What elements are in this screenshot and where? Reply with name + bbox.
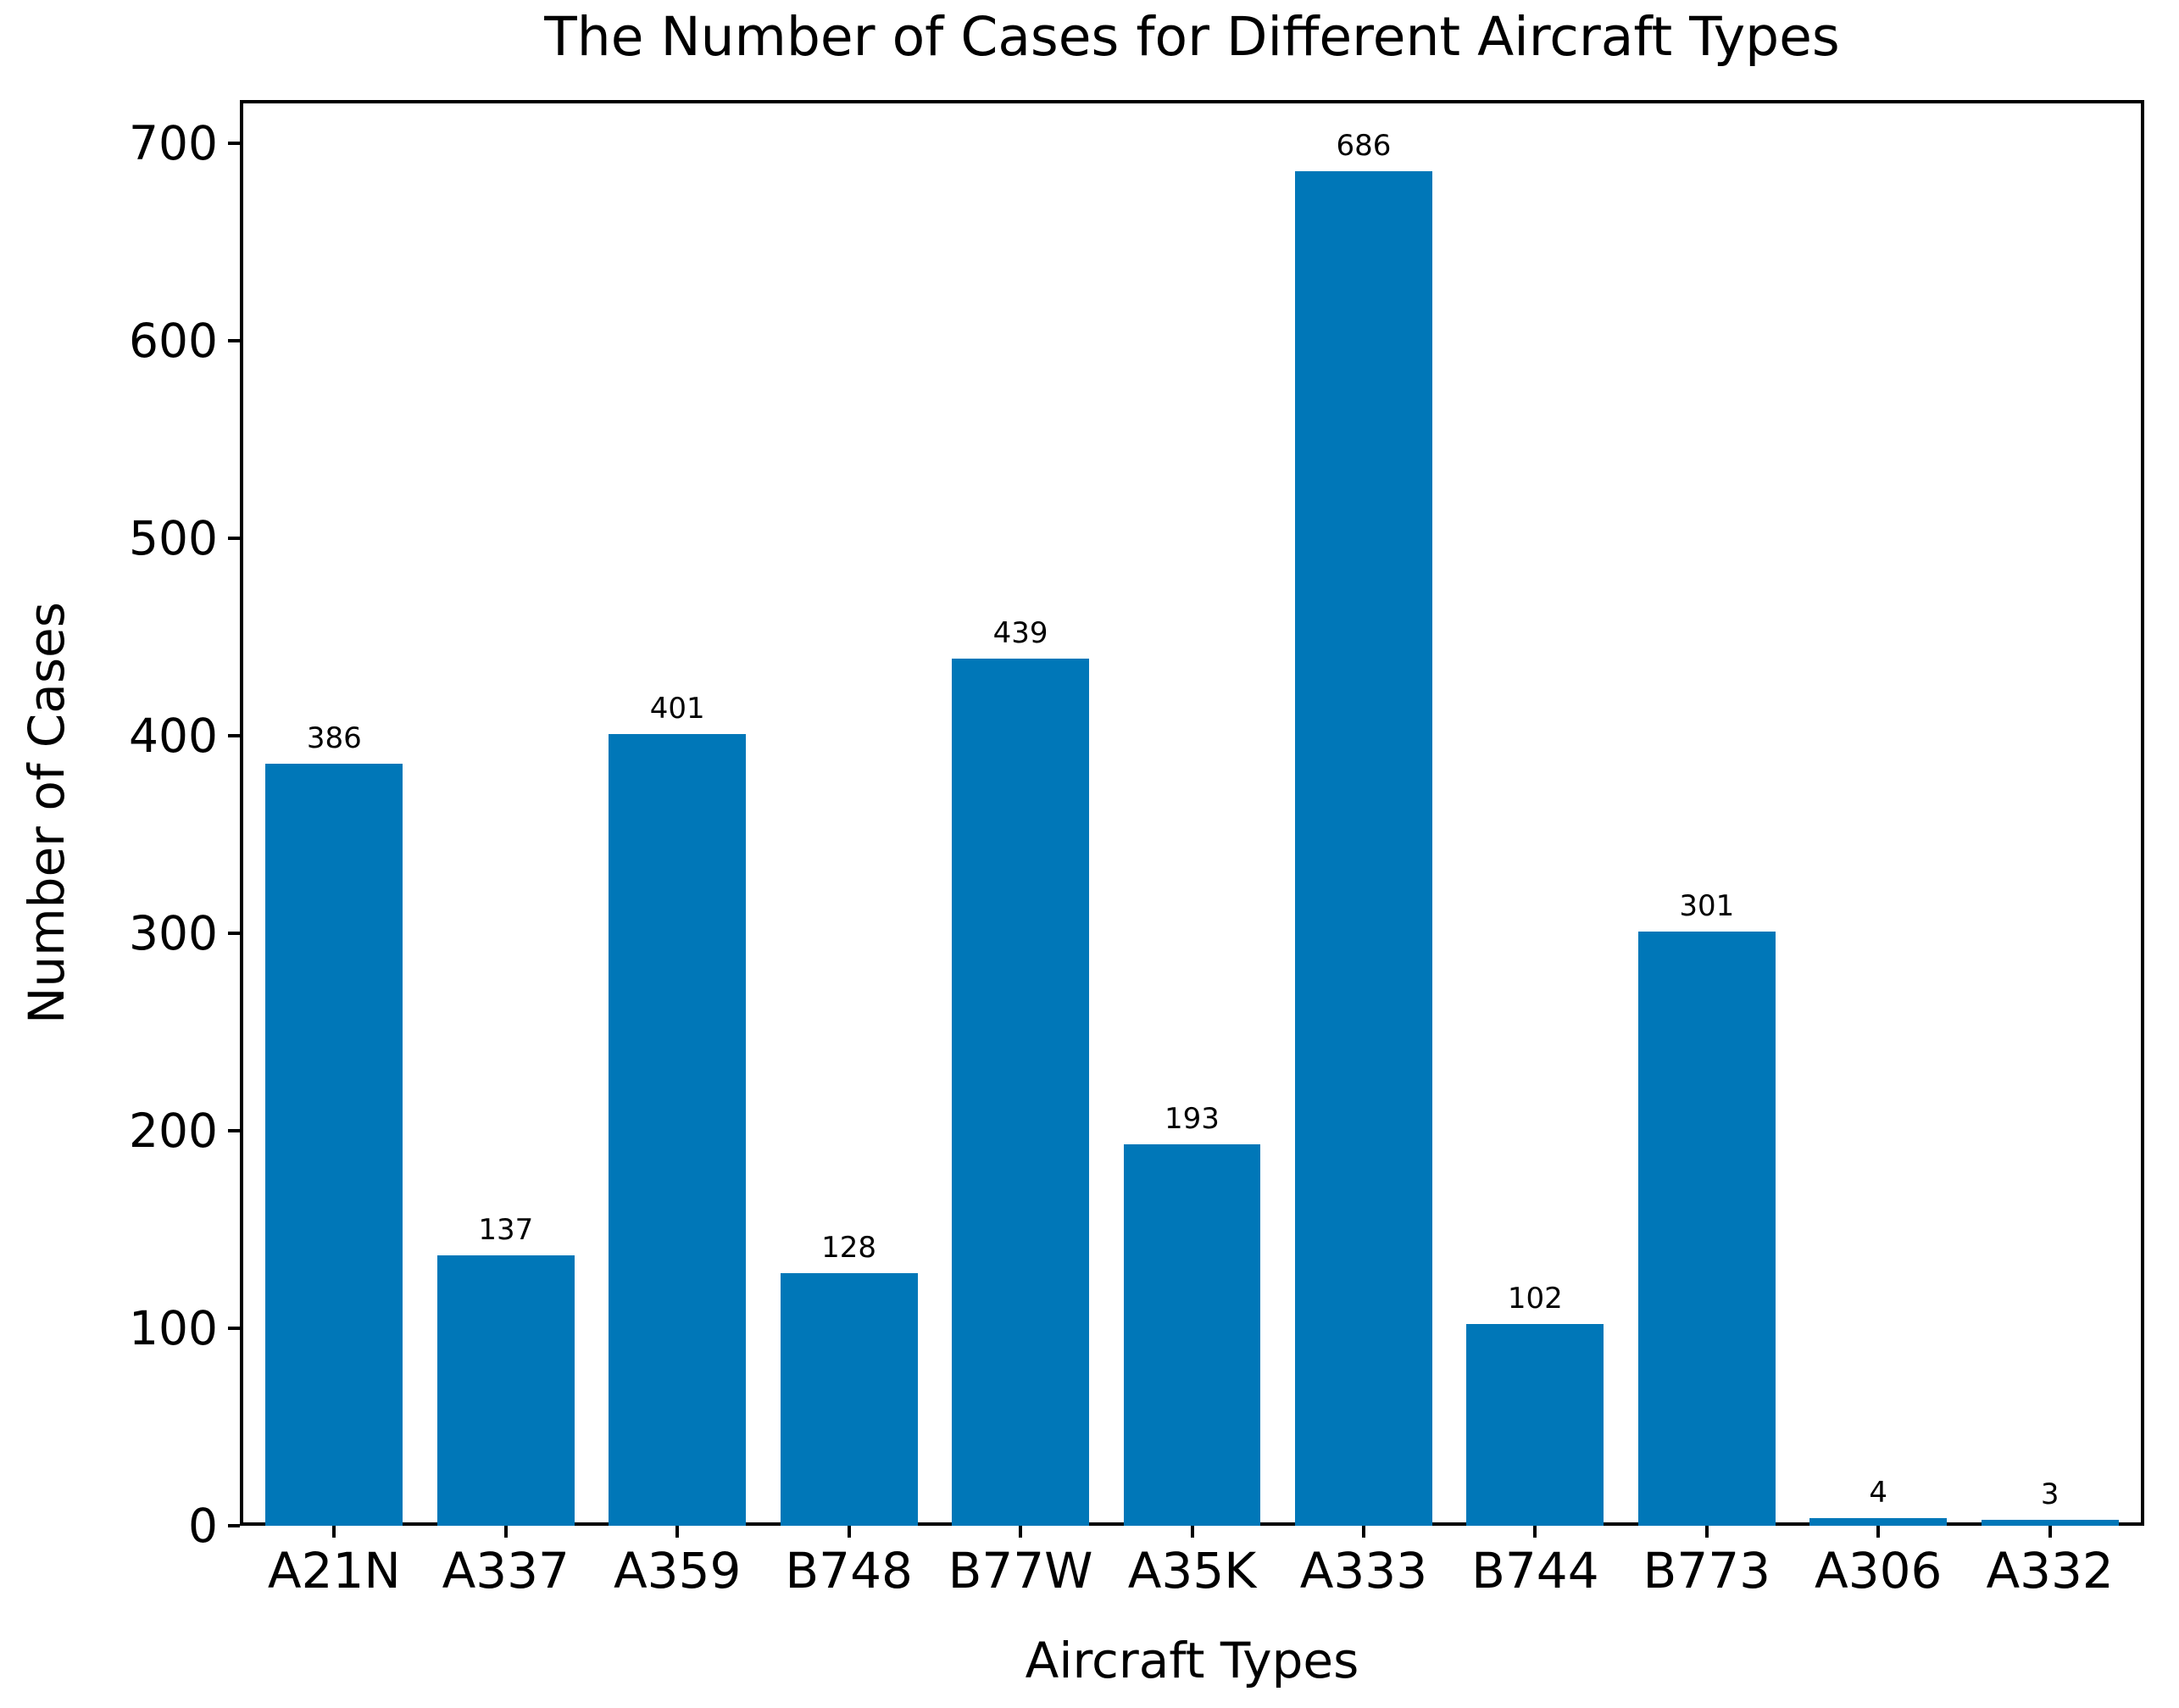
x-tick-label-b77w: B77W (948, 1542, 1093, 1600)
chart-title: The Number of Cases for Different Aircra… (544, 6, 1840, 68)
y-tick-mark (228, 932, 240, 936)
bar-value-label-a337: 137 (478, 1212, 534, 1247)
x-tick-label-b748: B748 (785, 1542, 913, 1600)
bar-value-label-a21n: 386 (306, 720, 362, 755)
bar-value-label-b748: 128 (821, 1230, 877, 1265)
x-tick-label-a21n: A21N (267, 1542, 401, 1600)
bar-a306 (1809, 1517, 1948, 1526)
bar-value-label-b77w: 439 (992, 616, 1048, 651)
x-tick-mark (503, 1526, 508, 1538)
bar-b77w (952, 659, 1090, 1526)
bar-b773 (1637, 931, 1776, 1526)
y-tick-mark (228, 142, 240, 146)
y-tick-label: 500 (129, 510, 218, 565)
x-tick-mark (675, 1526, 680, 1538)
x-tick-mark (1019, 1526, 1023, 1538)
x-tick-mark (1704, 1526, 1709, 1538)
bar-a332 (1981, 1520, 2119, 1526)
y-tick-mark (228, 1524, 240, 1527)
y-tick-mark (228, 1327, 240, 1331)
y-tick-label: 0 (188, 1498, 218, 1553)
bar-value-label-b744: 102 (1507, 1282, 1563, 1316)
x-tick-label-b773: B773 (1643, 1542, 1771, 1600)
bar-a21n (265, 763, 403, 1526)
bar-value-label-a306: 4 (1869, 1475, 1888, 1510)
y-tick-label: 600 (129, 313, 218, 368)
x-tick-label-a332: A332 (1986, 1542, 2114, 1600)
x-axis-label: Aircraft Types (1025, 1632, 1359, 1689)
y-tick-label: 400 (129, 708, 218, 763)
bar-a333 (1294, 170, 1432, 1526)
bar-value-label-a332: 3 (2040, 1477, 2059, 1511)
bar-value-label-a35k: 193 (1165, 1102, 1220, 1137)
y-tick-mark (228, 734, 240, 738)
x-tick-label-a359: A359 (613, 1542, 742, 1600)
x-tick-label-a333: A333 (1299, 1542, 1428, 1600)
x-tick-label-a35k: A35K (1127, 1542, 1257, 1600)
y-tick-label: 700 (129, 115, 218, 170)
bar-b748 (780, 1272, 918, 1526)
x-tick-mark (332, 1526, 336, 1538)
y-tick-label: 200 (129, 1103, 218, 1158)
bar-value-label-a333: 686 (1336, 128, 1392, 163)
y-tick-label: 300 (129, 905, 218, 960)
x-tick-label-a337: A337 (442, 1542, 570, 1600)
bar-b744 (1466, 1324, 1604, 1526)
x-tick-mark (847, 1526, 851, 1538)
x-tick-label-a306: A306 (1815, 1542, 1943, 1600)
x-tick-mark (1361, 1526, 1365, 1538)
y-tick-mark (228, 1129, 240, 1133)
bar-value-label-a359: 401 (649, 691, 705, 726)
bar-a337 (436, 1255, 575, 1526)
y-tick-label: 100 (129, 1300, 218, 1355)
bar-a359 (609, 733, 747, 1526)
y-tick-mark (228, 339, 240, 343)
y-tick-mark (228, 537, 240, 541)
x-tick-mark (1533, 1526, 1537, 1538)
x-tick-mark (1876, 1526, 1881, 1538)
bar-value-label-b773: 301 (1679, 888, 1735, 923)
x-tick-mark (1190, 1526, 1194, 1538)
bar-a35k (1123, 1144, 1261, 1526)
y-axis-label: Number of Cases (18, 602, 75, 1024)
x-tick-mark (2048, 1526, 2052, 1538)
x-tick-label-b744: B744 (1471, 1542, 1599, 1600)
